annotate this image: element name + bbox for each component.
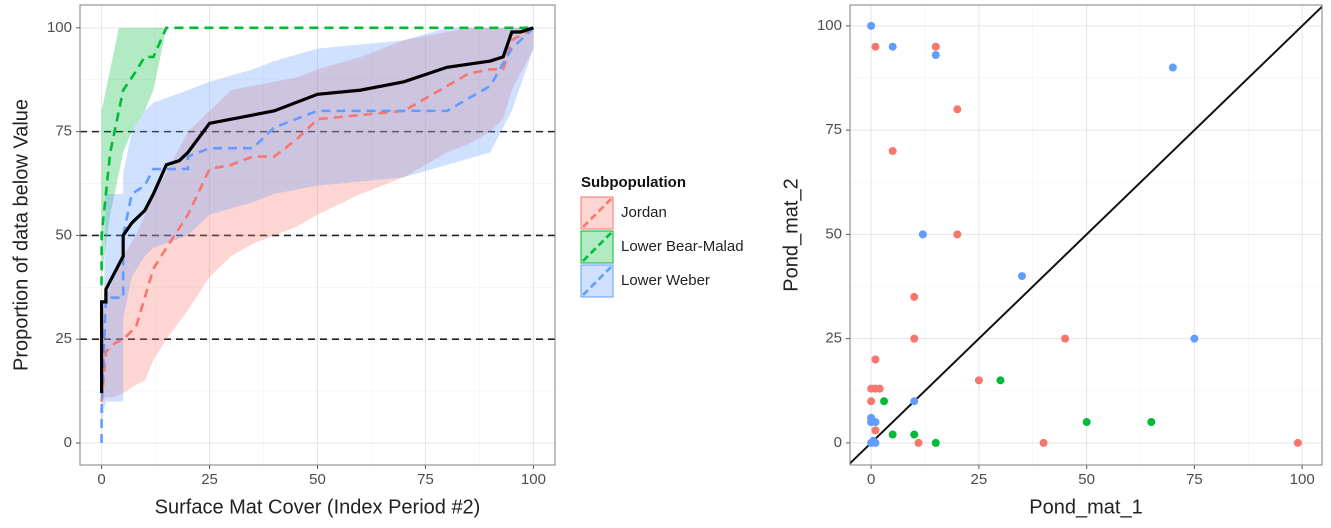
series-line	[100, 26, 534, 286]
legend-key-line	[582, 266, 612, 296]
point	[914, 438, 923, 447]
point	[1190, 334, 1199, 343]
y-tick-label: 25	[825, 330, 842, 347]
point	[875, 384, 884, 393]
point	[888, 146, 897, 155]
confidence-band	[101, 27, 534, 443]
legend-key-line	[582, 232, 612, 262]
point	[931, 42, 940, 51]
point	[871, 42, 880, 51]
series-line	[100, 26, 535, 443]
series-line	[100, 26, 535, 402]
x-tick-label: 25	[201, 471, 218, 488]
confidence-band	[101, 27, 534, 402]
point	[1082, 418, 1091, 427]
identity-line	[850, 5, 1322, 465]
point	[931, 51, 940, 60]
point	[1039, 438, 1048, 447]
confidence-band	[101, 27, 534, 286]
plot-border	[79, 4, 556, 466]
point	[867, 21, 876, 30]
x-tick-label: 50	[1078, 471, 1095, 488]
x-tick-label: 25	[971, 471, 988, 488]
y-tick-label: 0	[834, 434, 842, 451]
point	[910, 292, 919, 301]
legend-key-line	[582, 198, 612, 228]
x-tick-label: 75	[1186, 471, 1203, 488]
plot-border	[849, 4, 1323, 466]
y-tick-label: 0	[64, 434, 72, 451]
point	[888, 42, 897, 51]
point	[953, 105, 962, 114]
y-tick-label: 50	[825, 225, 842, 242]
point	[871, 426, 880, 435]
x-tick-label: 0	[867, 471, 875, 488]
point	[867, 397, 876, 406]
x-axis-title: Pond_mat_1	[1029, 496, 1142, 518]
point	[1017, 272, 1026, 281]
plot-area	[850, 5, 1322, 465]
legend-title: Subpopulation	[581, 174, 686, 191]
point	[910, 334, 919, 343]
x-tick-label: 50	[309, 471, 326, 488]
point	[1168, 63, 1177, 72]
x-tick-label: 75	[417, 471, 434, 488]
plot-area	[80, 5, 555, 465]
x-tick-label: 100	[1290, 471, 1315, 488]
point	[1061, 334, 1070, 343]
y-tick-label: 50	[55, 226, 72, 243]
legend-label: Lower Weber	[621, 272, 710, 289]
point	[953, 230, 962, 239]
x-tick-label: 100	[521, 471, 546, 488]
y-tick-label: 75	[55, 123, 72, 140]
point	[910, 430, 919, 439]
y-tick-label: 75	[825, 121, 842, 138]
point	[867, 418, 876, 427]
legend-label: Lower Bear-Malad	[621, 238, 744, 255]
point	[880, 397, 889, 406]
point	[869, 436, 878, 445]
point	[1147, 418, 1156, 427]
y-tick-label: 100	[47, 19, 72, 36]
y-tick-label: 100	[817, 17, 842, 34]
x-tick-label: 0	[97, 471, 105, 488]
point	[996, 376, 1005, 385]
series-line	[99, 26, 534, 394]
point	[1293, 438, 1302, 447]
y-tick-label: 25	[55, 330, 72, 347]
point	[918, 230, 927, 239]
point	[871, 355, 880, 364]
point	[931, 438, 940, 447]
point	[888, 430, 897, 439]
y-axis-title: Proportion of data below Value	[10, 99, 32, 371]
x-axis-title: Surface Mat Cover (Index Period #2)	[155, 496, 481, 518]
y-axis-title: Pond_mat_2	[780, 178, 802, 291]
point	[910, 397, 919, 406]
point	[974, 376, 983, 385]
legend-label: Jordan	[621, 204, 667, 221]
